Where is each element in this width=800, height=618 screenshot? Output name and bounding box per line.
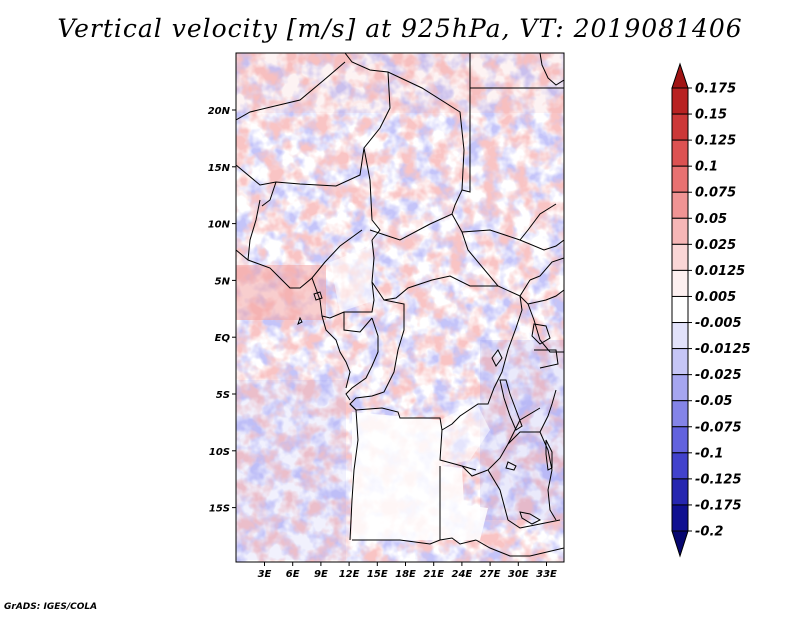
lon-tick-label: 3E	[258, 569, 272, 580]
colorbar-swatch	[671, 87, 689, 115]
lat-tick-label: 20N	[208, 106, 231, 117]
colorbar-label: 0.175	[695, 82, 736, 97]
velocity-field	[236, 53, 564, 562]
colorbar-label: 0.125	[695, 134, 736, 149]
colorbar-label: 0.005	[695, 290, 736, 305]
colorbar-swatch	[671, 165, 689, 193]
colorbar-label: 0.0125	[695, 264, 745, 279]
lon-axis: 3E 6E 9E 12E 15E 18E 21E 24E 27E 30E 33E	[258, 562, 557, 580]
colorbar-label: -0.025	[695, 368, 742, 383]
lon-tick-label: 18E	[395, 569, 416, 580]
colorbar-label: 0.075	[695, 186, 736, 201]
lat-tick-label: 5N	[215, 276, 231, 287]
colorbar-label: -0.05	[695, 394, 732, 409]
colorbar-label: -0.1	[695, 446, 723, 461]
lat-tick-label: 15S	[209, 504, 230, 515]
map-title: Vertical velocity [m/s] at 925hPa, VT: 2…	[57, 14, 743, 43]
colorbar-swatch	[671, 452, 689, 480]
colorbar-top-arrow	[671, 62, 689, 89]
colorbar-label: 0.025	[695, 238, 736, 253]
colorbar-swatch	[671, 243, 689, 271]
colorbar-swatch	[671, 374, 689, 402]
lat-axis: 20N 15N 10N 5N EQ 5S 10S 15S	[208, 106, 236, 515]
colorbar-swatch	[671, 269, 689, 297]
lon-tick-label: 30E	[508, 569, 529, 580]
lat-tick-label: 15N	[208, 163, 231, 174]
colorbar-swatch	[671, 322, 689, 350]
colorbar-label: -0.005	[695, 316, 742, 331]
lon-tick-label: 21E	[423, 569, 444, 580]
country-borders	[236, 53, 564, 557]
colorbar-swatch	[671, 400, 689, 428]
lat-tick-label: 10N	[208, 220, 231, 231]
colorbar-label: -0.175	[695, 498, 742, 513]
colorbar-swatch	[671, 504, 689, 532]
grads-credit: GrADS: IGES/COLA	[4, 602, 98, 612]
colorbar-label: -0.2	[695, 525, 723, 540]
lon-tick-label: 33E	[536, 569, 557, 580]
lon-tick-label: 24E	[452, 569, 473, 580]
colorbar-swatch	[671, 217, 689, 245]
colorbar-label: 0.15	[695, 108, 727, 123]
lat-tick-label: 5S	[216, 390, 230, 401]
colorbar-label: -0.0125	[695, 342, 751, 357]
lat-tick-label: EQ	[215, 333, 231, 344]
lon-tick-label: 15E	[367, 569, 388, 580]
colorbar-swatch	[671, 191, 689, 219]
colorbar-swatch	[671, 478, 689, 506]
colorbar-swatch	[671, 426, 689, 454]
lon-tick-label: 6E	[286, 569, 300, 580]
colorbar-label: 0.05	[695, 212, 727, 227]
lon-tick-label: 27E	[480, 569, 501, 580]
colorbar-bottom-arrow	[671, 530, 689, 558]
colorbar-swatch	[671, 113, 689, 141]
colorbar-swatch	[671, 295, 689, 324]
colorbar-label: -0.075	[695, 420, 742, 435]
lat-tick-label: 10S	[209, 447, 230, 458]
colorbar-label: 0.1	[695, 160, 718, 175]
colorbar-label: -0.125	[695, 472, 742, 487]
lon-tick-label: 12E	[339, 569, 360, 580]
colorbar-swatch	[671, 139, 689, 167]
lon-tick-label: 9E	[314, 569, 328, 580]
colorbar: 0.175 0.15 0.125 0.1 0.075 0.05 0.025 0.0125 0.0…	[671, 62, 751, 558]
colorbar-swatch	[671, 348, 689, 376]
map-frame	[235, 52, 565, 563]
